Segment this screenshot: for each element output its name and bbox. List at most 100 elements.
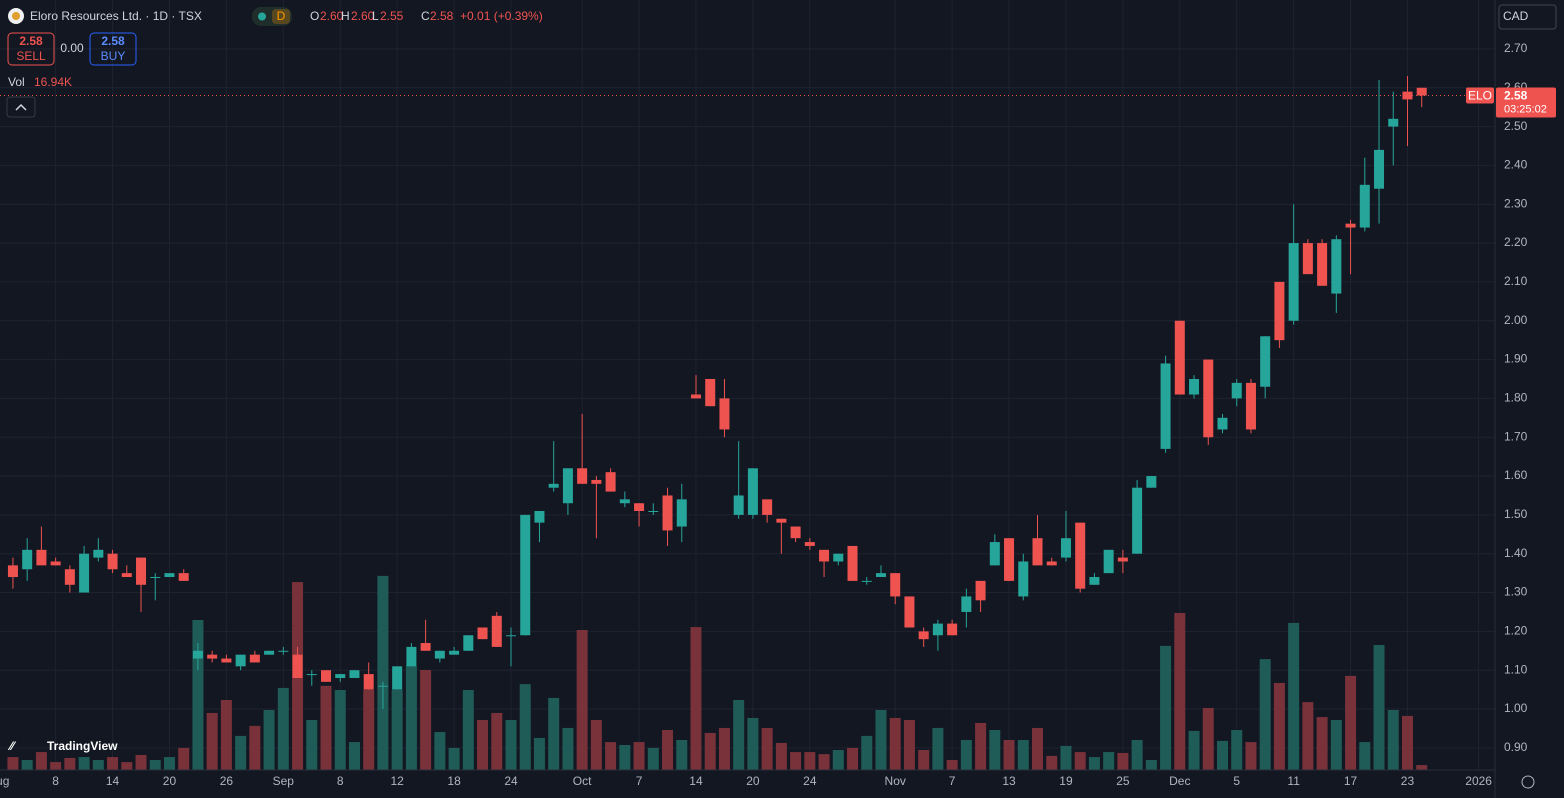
y-tick-label: 2.30 (1504, 196, 1528, 210)
candle-body (804, 542, 815, 546)
candle-body (1345, 223, 1356, 228)
candle-body (207, 654, 218, 659)
y-tick-label: 1.00 (1504, 701, 1528, 715)
x-tick-label: 19 (1059, 774, 1073, 788)
candle-body (619, 499, 630, 504)
volume-layer (7, 575, 1428, 770)
candle-body (1317, 243, 1328, 286)
volume-bar (1032, 727, 1044, 770)
candle-body (1416, 87, 1427, 96)
volume-bar (633, 742, 645, 770)
interval-badge-bg (272, 9, 290, 24)
volume-bar (1074, 752, 1086, 770)
candle-body (491, 615, 502, 647)
volume-bar (491, 712, 503, 770)
volume-bar (918, 750, 930, 770)
volume-bar (690, 627, 702, 770)
x-tick-label: 11 (1287, 774, 1300, 788)
candle-body (989, 542, 1000, 566)
candle-body (833, 553, 844, 562)
x-tick-label: 2026 (1465, 774, 1492, 788)
status-pill (252, 7, 292, 26)
candle-body (733, 495, 744, 515)
volume-bar (576, 630, 588, 770)
volume-bar (662, 730, 674, 770)
candle-body (1189, 378, 1200, 395)
volume-bar (704, 732, 716, 770)
volume-bar (818, 754, 830, 770)
x-tick-label: 17 (1344, 774, 1358, 788)
x-tick-label: 24 (803, 774, 817, 788)
volume-bar (263, 710, 275, 770)
x-tick-label: 13 (1002, 774, 1016, 788)
volume-bar (135, 755, 147, 770)
candle-body (335, 674, 346, 678)
symbol-tag: ELO (1468, 89, 1492, 103)
volume-bar (790, 752, 802, 770)
candle-body (890, 573, 901, 597)
change: +0.01 (+0.39%) (460, 9, 543, 23)
currency-button[interactable] (1498, 4, 1557, 30)
volume-bar (1174, 612, 1186, 770)
candle-body (178, 573, 189, 581)
candle-body (790, 526, 801, 539)
sell-button[interactable] (7, 32, 55, 66)
candle-body (1359, 184, 1370, 228)
candle-body (961, 596, 972, 612)
x-tick-label: Aug (0, 774, 9, 788)
volume-bar (163, 757, 175, 770)
settings-icon[interactable] (1521, 775, 1535, 789)
volume-bar (889, 717, 901, 770)
y-tick-label: 1.90 (1504, 352, 1528, 366)
volume-bar (747, 717, 759, 770)
volume-bar (775, 742, 787, 770)
volume-bar (533, 737, 545, 770)
volume-bar (206, 712, 218, 770)
collapse-button[interactable] (6, 96, 36, 118)
candle-body (819, 549, 830, 562)
spread: 0.00 (60, 41, 84, 55)
candle-body (1160, 363, 1171, 449)
volume-bar (64, 757, 76, 770)
x-tick-label: 20 (163, 774, 177, 788)
candle-body (477, 627, 488, 640)
volume-bar (462, 690, 474, 770)
candle-body (1032, 538, 1043, 566)
volume-bar (405, 665, 417, 770)
x-tick-label: Oct (573, 774, 592, 788)
currency: CAD (1503, 9, 1529, 23)
buy-button[interactable] (89, 32, 137, 66)
x-tick-label: 14 (689, 774, 703, 788)
y-tick-label: 0.90 (1504, 740, 1528, 754)
candle-body (1203, 359, 1214, 438)
candle-body (847, 545, 858, 581)
candle-body (548, 483, 559, 488)
volume-bar (733, 700, 745, 770)
volume-bar (1046, 755, 1058, 770)
candle-body (136, 557, 147, 585)
symbol-title[interactable]: Eloro Resources Ltd. · 1D · TSX (30, 9, 202, 23)
volume-bar (676, 740, 688, 770)
candle-body (249, 654, 260, 663)
candle-body (591, 479, 602, 484)
buy-label: BUY (101, 49, 126, 63)
x-tick-label: Nov (885, 774, 906, 788)
candle-body (875, 573, 886, 578)
y-tick-label: 1.50 (1504, 507, 1528, 521)
y-tick-label: 2.20 (1504, 235, 1528, 249)
candle-body (605, 472, 616, 492)
volume-bar (647, 747, 659, 770)
volume-bar (1003, 740, 1015, 770)
candle-body (221, 658, 232, 663)
countdown: 03:25:02 (1504, 103, 1547, 115)
candle-body (121, 573, 132, 578)
candle-body (1075, 522, 1086, 589)
ohlc-value: 2.55 (380, 9, 404, 23)
volume-bar (1330, 720, 1342, 770)
candle-body (534, 511, 545, 523)
x-tick-label: 24 (504, 774, 518, 788)
candle-body (1089, 577, 1100, 585)
volume-bar (1131, 740, 1143, 770)
volume-bar (320, 685, 332, 770)
volume-bar (35, 752, 47, 770)
